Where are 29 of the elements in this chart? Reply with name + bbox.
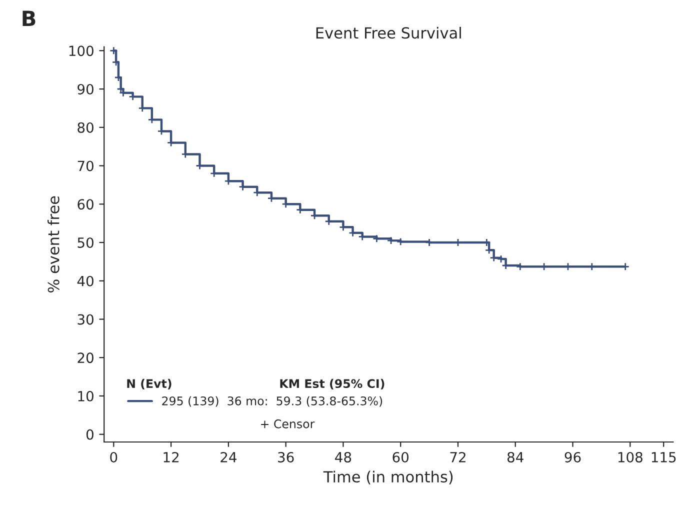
x-tick-label: 72 <box>450 452 466 462</box>
x-tick-label: 108 <box>618 452 642 462</box>
y-tick-label: 90 <box>78 84 94 94</box>
x-tick-label: 115 <box>652 452 676 462</box>
x-tick-label: 36 <box>278 452 294 462</box>
x-tick-label: 48 <box>335 452 352 462</box>
x-tick-label: 60 <box>392 452 409 462</box>
y-tick-label: 80 <box>78 122 94 133</box>
y-tick-label: 70 <box>78 160 94 172</box>
y-tick-label: 0 <box>86 429 94 440</box>
annotation: + Censor <box>261 419 315 428</box>
y-tick-label: 60 <box>78 199 94 210</box>
x-tick-label: 0 <box>110 452 118 462</box>
x-tick-label: 12 <box>164 452 178 462</box>
legend-title: N (Evt) KM Est (95% CI) <box>127 378 384 390</box>
x-tick-label: 24 <box>220 452 236 462</box>
text: B <box>22 10 36 26</box>
y-tick-label: 30 <box>78 314 94 325</box>
legend-label: 295 (139) 36 mo: 59.3 (53.8-65.3%) <box>162 396 382 407</box>
chart-title: Event Free Survival <box>316 26 461 39</box>
y-tick-label: 40 <box>77 276 94 286</box>
y-axis-title: % event free <box>48 196 60 292</box>
y-tick-label: 20 <box>78 352 94 364</box>
x-axis-title: Time (in months) <box>323 470 453 484</box>
y-tick-label: 50 <box>78 237 94 248</box>
y-tick-label: 100 <box>69 46 94 56</box>
x-tick-label: 96 <box>564 452 581 462</box>
x-tick-label: 84 <box>507 452 524 462</box>
y-tick-label: 10 <box>78 390 94 402</box>
